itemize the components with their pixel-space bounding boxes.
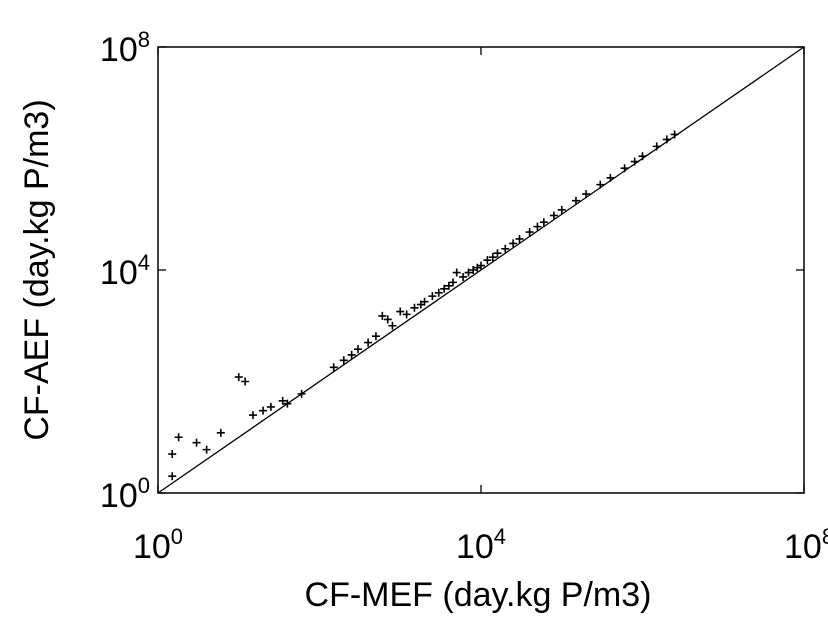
data-point xyxy=(670,130,679,139)
data-point xyxy=(402,310,411,319)
data-point xyxy=(452,268,461,277)
data-point xyxy=(234,373,243,382)
data-point xyxy=(464,268,473,277)
reference-line xyxy=(157,46,805,494)
data-point xyxy=(606,173,615,182)
data-point xyxy=(378,311,387,320)
data-point xyxy=(582,190,591,199)
data-point xyxy=(662,135,671,144)
data-point xyxy=(339,356,348,365)
data-point xyxy=(440,284,449,293)
data-point xyxy=(638,152,647,161)
data-point xyxy=(168,450,177,459)
data-point xyxy=(533,222,542,231)
data-point xyxy=(515,234,524,243)
data-point xyxy=(652,142,661,151)
data-point xyxy=(216,428,225,437)
data-point xyxy=(168,472,177,481)
data-point xyxy=(539,218,548,227)
data-point xyxy=(488,253,497,262)
data-point xyxy=(371,332,380,341)
y-tick-label: 100 xyxy=(100,473,150,515)
data-point xyxy=(459,272,468,281)
data-points xyxy=(168,130,679,481)
data-point xyxy=(477,261,485,270)
data-point xyxy=(396,307,405,316)
data-point xyxy=(501,244,510,253)
data-point xyxy=(525,228,534,237)
data-point xyxy=(202,445,211,454)
x-tick-label: 104 xyxy=(456,524,506,566)
data-point xyxy=(444,281,453,290)
data-point xyxy=(259,406,268,415)
data-point xyxy=(266,402,275,411)
y-tick-label: 108 xyxy=(100,27,150,69)
x-axis-label: CF-MEF (day.kg P/m3) xyxy=(305,576,652,614)
data-point xyxy=(469,266,478,274)
data-point xyxy=(448,278,457,287)
data-point xyxy=(410,303,419,312)
data-point xyxy=(509,239,518,248)
data-point xyxy=(483,256,492,265)
data-point xyxy=(434,288,443,297)
data-point xyxy=(596,180,605,189)
data-point xyxy=(364,338,373,347)
data-point xyxy=(388,321,397,330)
x-tick-label: 100 xyxy=(133,524,183,566)
data-point xyxy=(347,350,356,359)
data-point xyxy=(248,411,257,420)
y-tick-label: 104 xyxy=(100,250,150,292)
data-point xyxy=(420,297,429,306)
data-point xyxy=(630,157,639,166)
data-point xyxy=(383,315,392,324)
data-point xyxy=(571,196,580,205)
data-point xyxy=(557,205,566,214)
data-point xyxy=(549,211,558,220)
data-point xyxy=(297,389,306,398)
data-point xyxy=(283,399,292,408)
y-axis-label: CF-AEF (day.kg P/m3) xyxy=(18,99,56,440)
data-point xyxy=(192,438,201,447)
data-point xyxy=(354,345,363,354)
data-point xyxy=(278,396,287,405)
data-point xyxy=(493,249,502,258)
data-point xyxy=(428,292,437,301)
data-point xyxy=(620,164,629,173)
data-point xyxy=(329,363,338,372)
data-point xyxy=(241,377,250,386)
data-point xyxy=(174,433,183,442)
axis-ticks: 100 104 108 100 104 108 xyxy=(100,27,828,566)
x-tick-label: 108 xyxy=(784,524,828,566)
